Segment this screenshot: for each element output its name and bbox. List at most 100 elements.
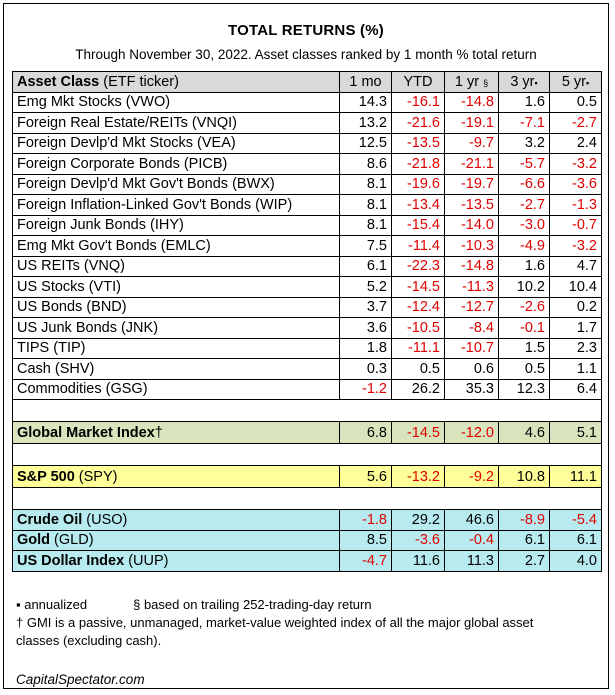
cell-ytd: -10.5	[391, 317, 445, 339]
footnote-gmi-1: † GMI is a passive, unmanaged, market-va…	[16, 615, 534, 630]
cell-1mo: 8.6	[339, 153, 392, 175]
row-name: S&P 500 (SPY)	[12, 465, 340, 488]
cell-3yr: -6.6	[498, 173, 550, 195]
cell-ytd: -13.4	[391, 194, 445, 216]
cell-1mo: 1.8	[339, 337, 392, 359]
row-name: Foreign Devlp'd Mkt Gov't Bonds (BWX)	[12, 173, 340, 195]
cell-1mo: 5.2	[339, 276, 392, 298]
table-row: US Bonds (BND) 3.7 -12.4 -12.7 -2.6 0.2	[12, 296, 602, 318]
table-row: Emg Mkt Gov't Bonds (EMLC) 7.5 -11.4 -10.3-…	[12, 235, 602, 257]
cell-1yr: -19.1	[444, 112, 499, 134]
cell-3yr: 6.1	[498, 529, 550, 551]
row-name: Foreign Corporate Bonds (PICB)	[12, 153, 340, 175]
cell-3yr: 12.3	[498, 378, 550, 400]
cell-ytd: 11.6	[391, 550, 445, 572]
cell-1yr: -12.7	[444, 296, 499, 318]
cell-1mo: 12.5	[339, 132, 392, 154]
cell-3yr: 1.6	[498, 255, 550, 277]
row-name: Cash (SHV)	[12, 358, 340, 380]
cell-3yr: -2.6	[498, 296, 550, 318]
row-name: Foreign Real Estate/REITs (VNQI)	[12, 112, 340, 134]
cell-1yr: 11.3	[444, 550, 499, 572]
row-name: US Junk Bonds (JNK)	[12, 317, 340, 339]
cell-ytd: -11.1	[391, 337, 445, 359]
cell-5yr: 1.7	[549, 317, 602, 339]
cell-ytd: -16.1	[391, 91, 445, 113]
cell-3yr: -0.1	[498, 317, 550, 339]
cell-5yr: 6.4	[549, 378, 602, 400]
header-ytd[interactable]: YTD	[391, 71, 445, 93]
cell-3yr: -5.7	[498, 153, 550, 175]
cell-1yr: -9.7	[444, 132, 499, 154]
cell-1mo: 14.3	[339, 91, 392, 113]
row-name: US Stocks (VTI)	[12, 276, 340, 298]
table-row: Foreign Real Estate/REITs (VNQI) 13.2 -21.…	[12, 112, 602, 134]
cell-1yr: -14.0	[444, 214, 499, 236]
footnote-annualized: ▪ annualized	[16, 597, 88, 612]
header-1mo[interactable]: 1 mo	[339, 71, 392, 93]
table-row: US Junk Bonds (JNK) 3.6 -10.5 -8.4 -0.1 1.7	[12, 317, 602, 339]
table-row: Foreign Corporate Bonds (PICB) 8.6 -21.8 -2…	[12, 153, 602, 175]
cell-5yr: -3.2	[549, 235, 602, 257]
cell-1mo: 3.7	[339, 296, 392, 318]
cell-1mo: 8.1	[339, 214, 392, 236]
cell-ytd: -3.6	[391, 529, 445, 551]
cell-5yr: 4.7	[549, 255, 602, 277]
cell-3yr: 0.5	[498, 358, 550, 380]
cell-5yr: -2.7	[549, 112, 602, 134]
table-header-row: Asset Class (ETF ticker) 1 mo YTD 1 yr §…	[12, 71, 602, 93]
row-name: US REITs (VNQ)	[12, 255, 340, 277]
table-row: Foreign Inflation-Linked Gov't Bonds (WI…	[12, 194, 602, 216]
page-subtitle: Through November 30, 2022. Asset classes…	[75, 47, 537, 62]
cell-1yr: 46.6	[444, 509, 499, 531]
header-5yr[interactable]: 5 yr▪	[549, 71, 602, 93]
cell-ytd: -12.4	[391, 296, 445, 318]
row-name: US Bonds (BND)	[12, 296, 340, 318]
footnote-trailing: § based on trailing 252-trading-day retu…	[133, 597, 372, 612]
row-name: Gold (GLD)	[12, 529, 340, 551]
cell-1mo: -1.2	[339, 378, 392, 400]
cell-1yr: -0.4	[444, 529, 499, 551]
cell-3yr: 2.7	[498, 550, 550, 572]
cell-1yr: -10.7	[444, 337, 499, 359]
cell-3yr: -7.1	[498, 112, 550, 134]
header-3yr[interactable]: 3 yr▪	[498, 71, 550, 93]
cell-1yr: -8.4	[444, 317, 499, 339]
cell-5yr: 5.1	[549, 421, 602, 444]
cell-1yr: 35.3	[444, 378, 499, 400]
table-row: Emg Mkt Stocks (VWO) 14.3 -16.1 -14.8 1.6 0.5	[12, 91, 602, 113]
row-name: Emg Mkt Gov't Bonds (EMLC)	[12, 235, 340, 257]
cell-1yr: -10.3	[444, 235, 499, 257]
row-name: TIPS (TIP)	[12, 337, 340, 359]
row-name: Foreign Inflation-Linked Gov't Bonds (WI…	[12, 194, 340, 216]
table-row: US REITs (VNQ) 6.1 -22.3 -14.8 1.6 4.7	[12, 255, 602, 277]
cell-3yr: -4.9	[498, 235, 550, 257]
header-asset-class[interactable]: Asset Class (ETF ticker)	[12, 71, 340, 93]
table-row-gmi: Global Market Index† 6.8 -14.5 -12.0 4.6…	[12, 421, 602, 444]
cell-5yr: 0.5	[549, 91, 602, 113]
table-row: Gold (GLD) 8.5 -3.6 -0.4 6.1 6.1	[12, 529, 602, 551]
footnote-gmi-2: classes (excluding cash).	[16, 633, 162, 648]
cell-1yr: -11.3	[444, 276, 499, 298]
cell-1mo: 13.2	[339, 112, 392, 134]
cell-1yr: -14.8	[444, 255, 499, 277]
cell-5yr: 11.1	[549, 465, 602, 488]
cell-1yr: -13.5	[444, 194, 499, 216]
table-row: Foreign Devlp'd Mkt Gov't Bonds (BWX) 8.1…	[12, 173, 602, 195]
spacer-row	[12, 443, 602, 466]
cell-1mo: 8.1	[339, 194, 392, 216]
cell-3yr: -3.0	[498, 214, 550, 236]
cell-5yr: -3.2	[549, 153, 602, 175]
cell-5yr: -3.6	[549, 173, 602, 195]
annualized-mark: ▪	[585, 77, 590, 88]
row-name: Commodities (GSG)	[12, 378, 340, 400]
cell-1mo: 7.5	[339, 235, 392, 257]
cell-5yr: -0.7	[549, 214, 602, 236]
cell-1yr: -19.7	[444, 173, 499, 195]
header-1yr[interactable]: 1 yr §	[444, 71, 499, 93]
cell-1mo: 8.1	[339, 173, 392, 195]
cell-5yr: -1.3	[549, 194, 602, 216]
trailing-mark: §	[483, 77, 489, 88]
footnotes: ▪ annualized § based on trailing 252-trad…	[16, 596, 533, 650]
row-name: Emg Mkt Stocks (VWO)	[12, 91, 340, 113]
